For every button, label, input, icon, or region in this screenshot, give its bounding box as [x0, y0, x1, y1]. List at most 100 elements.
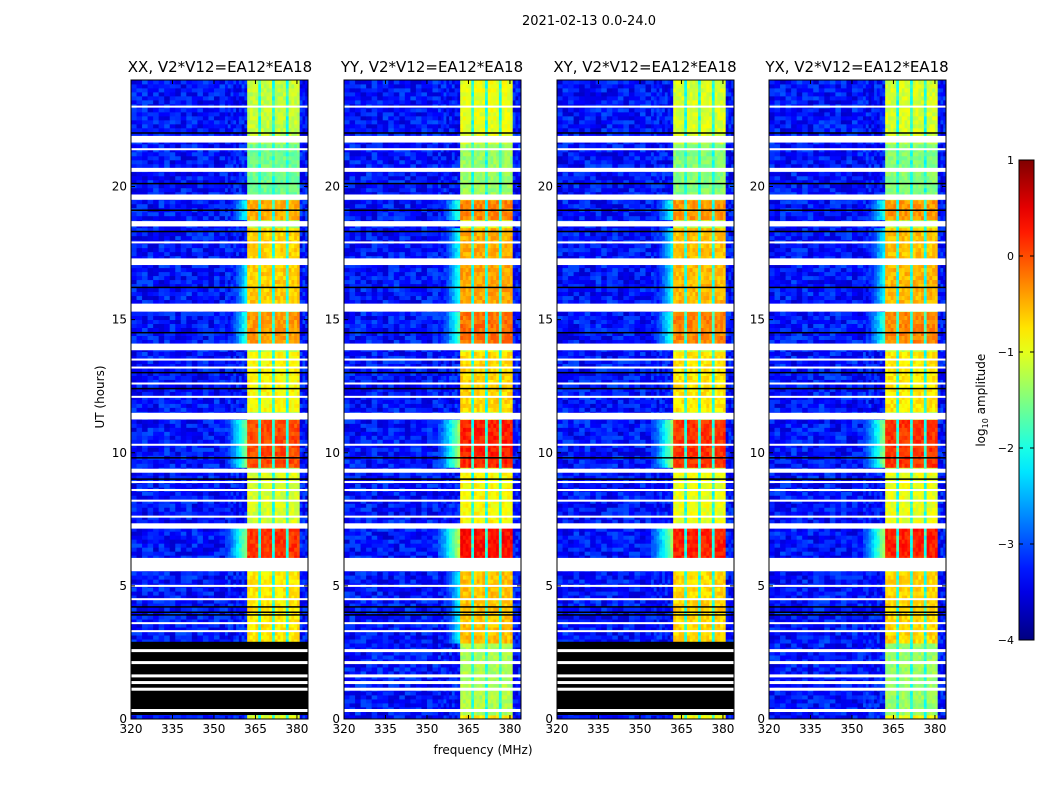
heatmap-cell: [238, 431, 243, 436]
heatmap-cell: [238, 367, 243, 372]
heatmap-cell: [131, 335, 137, 340]
heatmap-cell: [136, 579, 143, 584]
heatmap-cell: [296, 359, 301, 364]
heatmap-cell: [296, 427, 301, 432]
heatmap-cell: [186, 475, 193, 480]
heatmap-cell: [142, 519, 148, 524]
heatmap-cell: [302, 531, 306, 536]
heatmap-cell: [175, 471, 182, 476]
heatmap-cell: [219, 495, 226, 500]
heatmap-cell: [299, 327, 303, 332]
heatmap-cell: [219, 503, 226, 508]
heatmap-cell: [169, 335, 176, 340]
heatmap-cell: [272, 551, 276, 556]
heatmap-cell: [142, 491, 148, 496]
heatmap-cell: [277, 491, 281, 496]
heatmap-cell: [131, 519, 137, 524]
heatmap-cell: [147, 403, 154, 408]
heatmap-cell: [266, 503, 270, 508]
heatmap-cell: [263, 427, 267, 432]
heatmap-cell: [274, 431, 278, 436]
heatmap-cell: [233, 423, 237, 428]
heatmap-cell: [164, 375, 171, 380]
heatmap-cell: [169, 595, 176, 600]
heatmap-cell: [299, 539, 303, 544]
heatmap-cell: [285, 475, 290, 480]
heatmap-cell: [291, 631, 295, 636]
heatmap-cell: [305, 611, 309, 616]
heatmap-cell: [288, 363, 292, 368]
heatmap-cell: [191, 623, 198, 628]
heatmap-cell: [274, 295, 278, 301]
heatmap-cell: [272, 423, 276, 428]
heatmap-cell: [274, 627, 278, 632]
heatmap-cell: [288, 627, 292, 632]
heatmap-cell: [147, 495, 154, 500]
heatmap-cell: [175, 351, 182, 356]
heatmap-cell: [305, 335, 309, 340]
heatmap-cell: [219, 579, 226, 584]
heatmap-cell: [305, 579, 309, 584]
heatmap-cell: [305, 631, 309, 636]
heatmap-cell: [241, 547, 245, 552]
heatmap-cell: [244, 359, 248, 364]
heatmap-cell: [238, 547, 243, 552]
heatmap-cell: [249, 483, 254, 488]
heatmap-cell: [260, 311, 265, 317]
heatmap-cell: [258, 379, 262, 384]
heatmap-cell: [164, 535, 171, 540]
heatmap-cell: [285, 587, 290, 592]
heatmap-cell: [252, 631, 256, 636]
heatmap-cell: [274, 543, 278, 548]
heatmap-cell: [260, 403, 265, 408]
heatmap-cell: [260, 463, 265, 468]
heatmap-cell: [147, 543, 154, 548]
heatmap-cell: [153, 323, 160, 329]
heatmap-cell: [230, 471, 234, 476]
heatmap-cell: [305, 483, 309, 488]
heatmap-cell: [153, 527, 160, 532]
heatmap-cell: [202, 299, 209, 305]
heatmap-cell: [255, 623, 259, 628]
heatmap-cell: [180, 451, 187, 456]
heatmap-cell: [169, 463, 176, 468]
heatmap-cell: [296, 571, 301, 576]
heatmap-cell: [288, 511, 292, 516]
heatmap-cell: [147, 615, 154, 620]
heatmap-cell: [202, 495, 209, 500]
heatmap-cell: [266, 591, 270, 596]
heatmap-cell: [269, 503, 273, 508]
heatmap-cell: [202, 327, 209, 332]
heatmap-cell: [241, 359, 245, 364]
heatmap-cell: [283, 327, 287, 332]
heatmap-cell: [263, 639, 267, 644]
heatmap-cell: [283, 451, 287, 456]
heatmap-cell: [255, 363, 259, 368]
heatmap-cell: [208, 635, 215, 640]
heatmap-cell: [252, 571, 256, 576]
heatmap-cell: [158, 331, 165, 336]
heatmap-cell: [258, 439, 262, 444]
heatmap-cell: [175, 435, 182, 440]
heatmap-cell: [136, 323, 143, 329]
heatmap-cell: [191, 607, 198, 612]
heatmap-cell: [147, 427, 154, 432]
heatmap-cell: [227, 599, 231, 604]
heatmap-cell: [153, 571, 160, 576]
heatmap-cell: [294, 407, 298, 412]
heatmap-cell: [272, 599, 276, 604]
heatmap-cell: [186, 535, 193, 540]
heatmap-cell: [244, 311, 248, 317]
heatmap-cell: [247, 323, 251, 329]
heatmap-cell: [285, 319, 290, 325]
heatmap-cell: [219, 331, 226, 336]
heatmap-cell: [291, 587, 295, 592]
heatmap-cell: [305, 511, 309, 516]
heatmap-cell: [147, 419, 154, 424]
heatmap-cell: [186, 355, 193, 360]
heatmap-cell: [266, 335, 270, 340]
heatmap-cell: [186, 511, 193, 516]
heatmap-cell: [272, 507, 276, 512]
heatmap-cell: [147, 319, 154, 325]
heatmap-cell: [305, 355, 309, 360]
